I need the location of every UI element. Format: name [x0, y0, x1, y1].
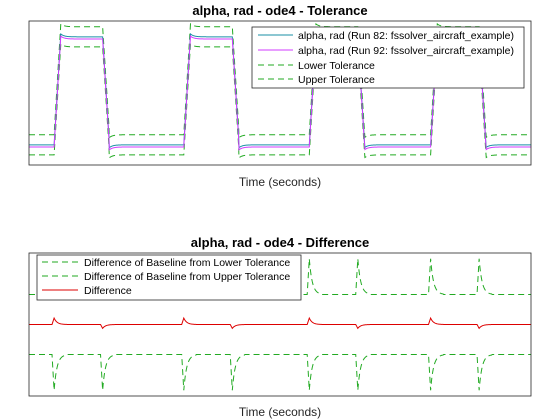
- difference-plot-axes: [28, 252, 532, 397]
- difference-legend-box: [36, 254, 302, 301]
- series-diff-upper-line: [29, 354, 531, 391]
- legend-label-difference: Difference: [84, 285, 132, 297]
- tolerance-plot-title: alpha, rad - ode4 - Tolerance: [192, 3, 367, 18]
- legend-label-lower-tolerance: Lower Tolerance: [298, 60, 375, 72]
- tolerance-plot-axes: [28, 20, 532, 166]
- series-difference-line: [29, 316, 531, 330]
- legend-label-diff-lower: Difference of Baseline from Lower Tolera…: [84, 257, 290, 269]
- tolerance-plot-legend: alpha, rad (Run 82: fssolver_aircraft_ex…: [251, 26, 525, 89]
- legend-label-run82: alpha, rad (Run 82: fssolver_aircraft_ex…: [298, 30, 514, 42]
- difference-plot-title: alpha, rad - ode4 - Difference: [191, 235, 369, 250]
- difference-plot: alpha, rad - ode4 - Difference Time (sec…: [28, 235, 532, 419]
- difference-plot-legend: Difference of Baseline from Lower Tolera…: [36, 254, 302, 301]
- difference-plot-lines: [29, 258, 531, 391]
- legend-label-run92: alpha, rad (Run 92: fssolver_aircraft_ex…: [298, 45, 514, 57]
- legend-label-upper-tolerance: Upper Tolerance: [298, 74, 375, 86]
- tolerance-plot-xlabel: Time (seconds): [239, 175, 321, 189]
- tolerance-legend-box: [251, 26, 525, 89]
- tolerance-plot: alpha, rad - ode4 - Tolerance Time (seco…: [28, 3, 532, 189]
- legend-label-diff-upper: Difference of Baseline from Upper Tolera…: [84, 271, 290, 283]
- difference-plot-xlabel: Time (seconds): [239, 405, 321, 419]
